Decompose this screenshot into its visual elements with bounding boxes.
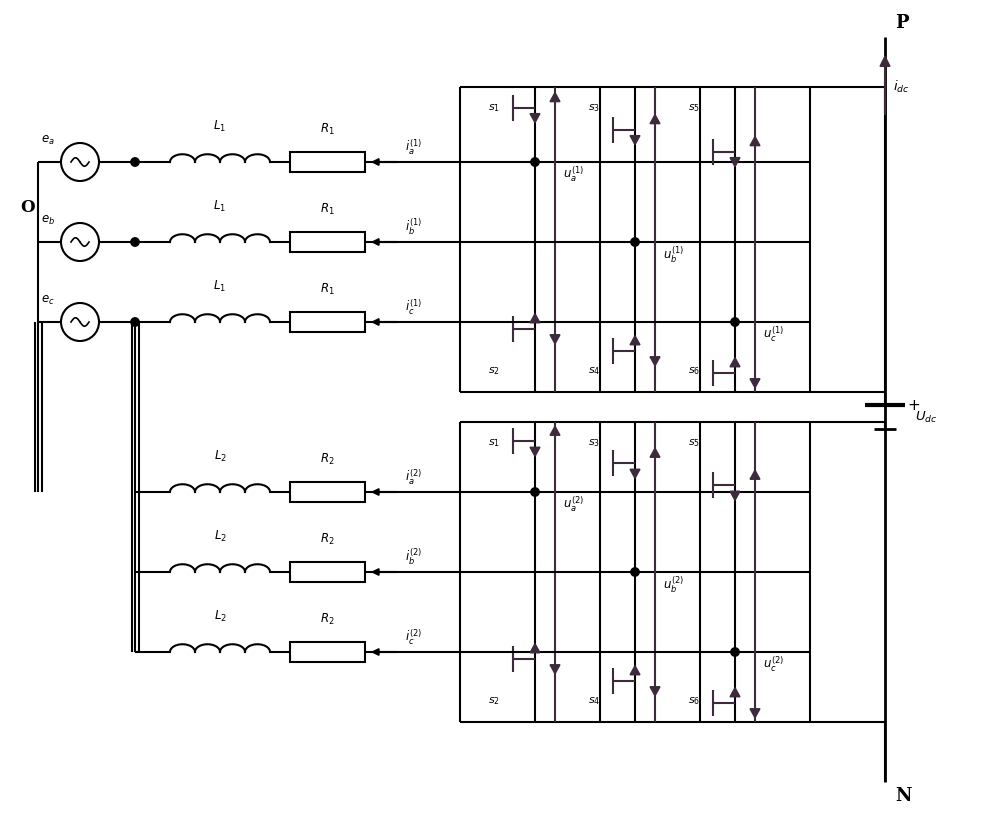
Text: $s_4$: $s_4$ (588, 696, 600, 707)
Bar (290, 482, 365, 502)
Text: $s_1$: $s_1$ (488, 437, 500, 449)
Text: $R_1$: $R_1$ (320, 202, 335, 217)
Text: $s_5$: $s_5$ (688, 437, 700, 449)
Circle shape (131, 158, 139, 166)
Text: $L_1$: $L_1$ (213, 199, 227, 214)
Circle shape (731, 318, 739, 326)
Text: $+$: $+$ (907, 398, 920, 413)
Text: $s_2$: $s_2$ (488, 366, 500, 377)
Polygon shape (630, 336, 640, 345)
Circle shape (131, 318, 139, 326)
Text: $u_b^{(2)}$: $u_b^{(2)}$ (663, 575, 684, 595)
Text: $i_a^{(1)}$: $i_a^{(1)}$ (405, 137, 422, 157)
Polygon shape (730, 358, 740, 366)
Circle shape (531, 488, 539, 496)
Text: P: P (895, 14, 909, 32)
Polygon shape (630, 469, 640, 478)
Text: $U_{dc}$: $U_{dc}$ (915, 409, 938, 424)
Bar (290, 312, 365, 332)
Text: $L_2$: $L_2$ (214, 449, 226, 464)
Text: $L_2$: $L_2$ (214, 609, 226, 624)
Text: $i_b^{(1)}$: $i_b^{(1)}$ (405, 217, 422, 237)
Polygon shape (730, 688, 740, 697)
Text: $i_{dc}$: $i_{dc}$ (893, 79, 910, 95)
Polygon shape (530, 447, 540, 457)
Polygon shape (650, 448, 660, 457)
Text: $R_1$: $R_1$ (320, 282, 335, 297)
Text: O: O (20, 198, 35, 216)
Bar (290, 642, 365, 662)
Text: $e_a$: $e_a$ (41, 134, 55, 147)
Polygon shape (750, 709, 760, 718)
Polygon shape (550, 426, 560, 435)
Text: $L_2$: $L_2$ (214, 529, 226, 544)
Text: $L_1$: $L_1$ (213, 119, 227, 134)
Polygon shape (730, 158, 740, 166)
Circle shape (531, 158, 539, 166)
Circle shape (731, 648, 739, 656)
Text: $u_c^{(1)}$: $u_c^{(1)}$ (763, 325, 784, 344)
Polygon shape (630, 666, 640, 675)
Text: N: N (895, 787, 912, 805)
Circle shape (61, 143, 99, 181)
Polygon shape (550, 93, 560, 102)
Polygon shape (750, 471, 760, 480)
Polygon shape (530, 113, 540, 122)
Text: $s_6$: $s_6$ (688, 696, 700, 707)
Text: $u_c^{(2)}$: $u_c^{(2)}$ (763, 655, 784, 674)
Bar (290, 232, 365, 252)
Text: $s_3$: $s_3$ (588, 102, 600, 114)
Text: $s_4$: $s_4$ (588, 366, 600, 377)
Text: $u_a^{(1)}$: $u_a^{(1)}$ (563, 165, 584, 184)
Text: $u_a^{(2)}$: $u_a^{(2)}$ (563, 495, 584, 514)
Text: $i_a^{(2)}$: $i_a^{(2)}$ (405, 467, 422, 487)
Text: $s_2$: $s_2$ (488, 696, 500, 707)
Circle shape (631, 568, 639, 576)
Text: $R_2$: $R_2$ (320, 532, 335, 547)
Polygon shape (530, 313, 540, 323)
Text: $s_3$: $s_3$ (588, 437, 600, 449)
Polygon shape (650, 115, 660, 123)
Polygon shape (750, 379, 760, 388)
Text: $e_b$: $e_b$ (41, 214, 55, 227)
Text: $R_2$: $R_2$ (320, 612, 335, 627)
Circle shape (131, 238, 139, 246)
Text: $L_1$: $L_1$ (213, 279, 227, 294)
Bar (290, 562, 365, 582)
Circle shape (631, 238, 639, 246)
Text: $i_b^{(2)}$: $i_b^{(2)}$ (405, 547, 422, 567)
Polygon shape (550, 665, 560, 674)
Polygon shape (730, 491, 740, 500)
Polygon shape (650, 686, 660, 696)
Text: $i_c^{(2)}$: $i_c^{(2)}$ (405, 628, 422, 647)
Text: $R_2$: $R_2$ (320, 452, 335, 467)
Polygon shape (750, 136, 760, 146)
Circle shape (61, 223, 99, 261)
Polygon shape (530, 643, 540, 653)
Text: $e_c$: $e_c$ (41, 294, 55, 307)
Text: $u_b^{(1)}$: $u_b^{(1)}$ (663, 245, 684, 265)
Text: $i_c^{(1)}$: $i_c^{(1)}$ (405, 298, 422, 317)
Text: $s_1$: $s_1$ (488, 102, 500, 114)
Text: $s_5$: $s_5$ (688, 102, 700, 114)
Bar (290, 152, 365, 172)
Circle shape (61, 303, 99, 341)
Polygon shape (630, 136, 640, 145)
Polygon shape (650, 356, 660, 366)
Text: $R_1$: $R_1$ (320, 122, 335, 137)
Polygon shape (550, 335, 560, 344)
Text: $s_6$: $s_6$ (688, 366, 700, 377)
